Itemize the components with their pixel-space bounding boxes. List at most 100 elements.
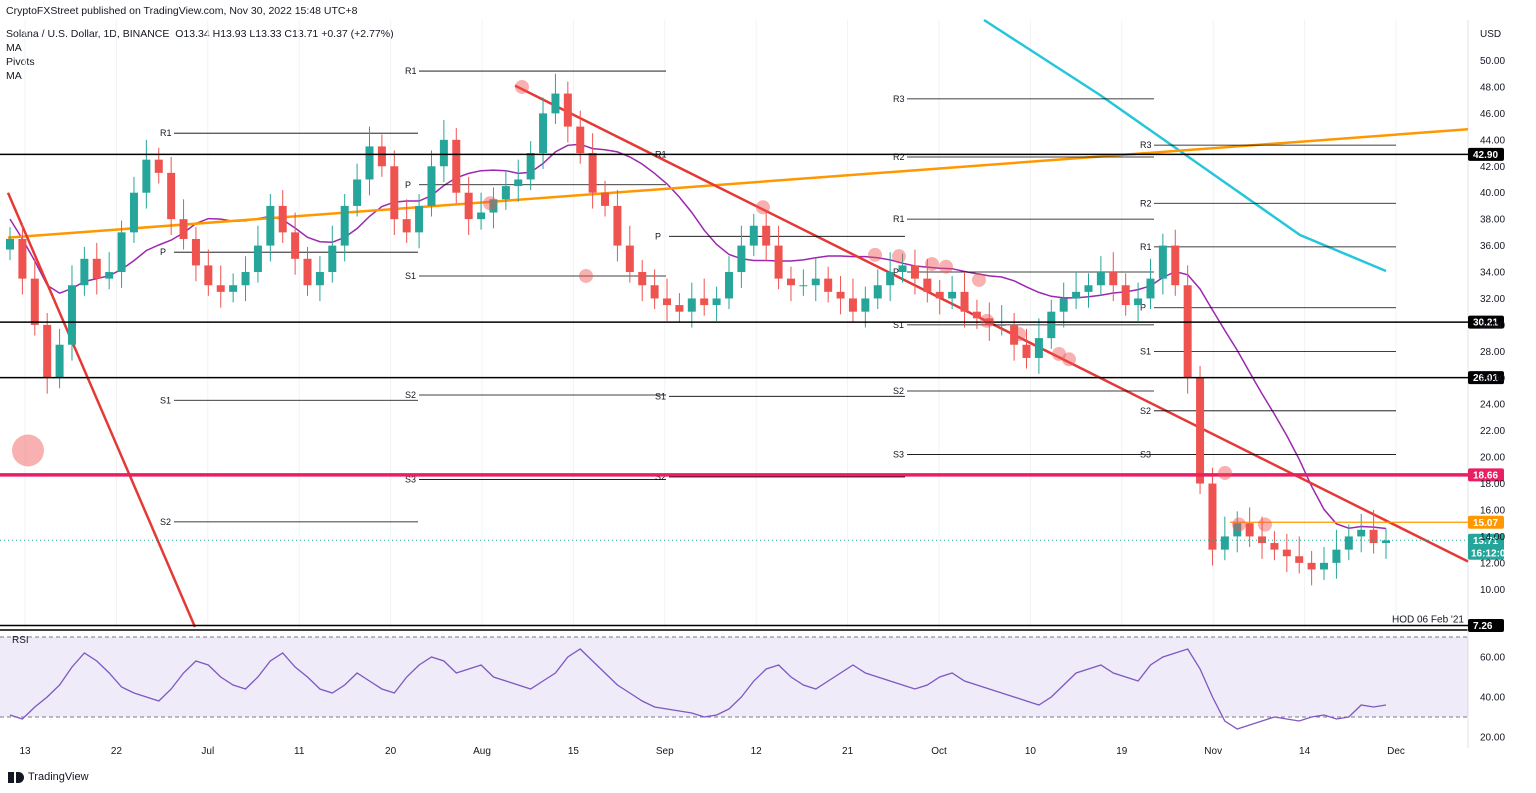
candle-body <box>824 278 833 292</box>
candle-body <box>1270 543 1279 550</box>
candle-body <box>700 298 709 306</box>
pivot-label: S2 <box>1140 406 1151 416</box>
pivot-label: P <box>160 247 166 257</box>
candle-body <box>427 166 436 206</box>
hod-annotation: HOD 06 Feb '21 <box>1392 615 1464 626</box>
candle-body <box>1146 278 1155 299</box>
time-tick-label: 19 <box>1116 746 1128 757</box>
time-tick-label: 22 <box>111 746 123 757</box>
time-tick-label: 15 <box>568 746 580 757</box>
candle-body <box>365 146 374 180</box>
candle-body <box>129 192 138 233</box>
level-tag[interactable] <box>1468 371 1504 385</box>
price-tick-label: 40.00 <box>1480 188 1505 199</box>
pivot-label: R2 <box>1140 198 1152 208</box>
candle-body <box>142 159 151 193</box>
level-tag[interactable] <box>1468 147 1504 161</box>
candle-body <box>972 311 981 319</box>
level-tag[interactable] <box>1468 515 1504 529</box>
time-tick-label: Dec <box>1387 746 1405 757</box>
rsi-line <box>9 648 1387 730</box>
time-tick-label: 20 <box>385 746 397 757</box>
candle-body <box>1171 245 1180 286</box>
candle-body <box>1320 562 1329 570</box>
candle-body <box>923 278 932 292</box>
time-tick-label: Sep <box>656 746 674 757</box>
price-tick-label: 14.00 <box>1480 532 1505 543</box>
candle-body <box>663 298 672 306</box>
symbol-name[interactable]: Solana / U.S. Dollar, 1D, BINANCE <box>6 28 170 40</box>
pivot-label: S1 <box>160 395 171 405</box>
candle-body <box>786 278 795 286</box>
level-tag[interactable] <box>1468 619 1504 633</box>
candle-body <box>1183 285 1192 378</box>
candle-body <box>1109 272 1118 286</box>
candle-body <box>1096 272 1105 286</box>
pivot-label: R1 <box>160 128 172 138</box>
candle-body <box>328 245 337 273</box>
price-tick-label: 34.00 <box>1480 268 1505 279</box>
indicator-ma-2[interactable]: MA <box>6 70 22 82</box>
indicator-ma-1[interactable]: MA <box>6 42 22 54</box>
candle-body <box>489 199 498 213</box>
touch-marker <box>1218 465 1232 480</box>
candle-body <box>625 245 634 273</box>
pivot-label: S3 <box>893 449 904 459</box>
candle-body <box>886 272 895 286</box>
pivot-label: R1 <box>1140 242 1152 252</box>
pivot-label: P <box>405 180 411 190</box>
candle-body <box>774 245 783 279</box>
pivot-label: P <box>893 267 899 277</box>
tradingview-footer[interactable]: TradingView <box>8 771 89 783</box>
level-tag[interactable] <box>1468 533 1504 560</box>
level-tag[interactable] <box>1468 315 1504 329</box>
candle-body <box>910 265 919 279</box>
candle-body <box>464 192 473 220</box>
candle-body <box>191 238 200 266</box>
candle-body <box>650 285 659 299</box>
level-tag[interactable] <box>1468 468 1504 482</box>
pivot-label: S3 <box>1140 449 1151 459</box>
candle-body <box>55 344 64 378</box>
touch-marker <box>980 313 994 328</box>
level-tag-label: 7.26 <box>1473 621 1493 632</box>
pivot-label: R1 <box>405 66 417 76</box>
candle-body <box>724 272 733 299</box>
candle-body <box>253 245 262 273</box>
touch-marker <box>1052 346 1066 361</box>
level-tag-label: 26.01 <box>1473 373 1498 384</box>
candle-body <box>377 146 386 167</box>
candle-body <box>154 159 163 173</box>
candle-body <box>1158 245 1167 279</box>
candle-body <box>1022 344 1031 358</box>
price-tick-label: 44.00 <box>1480 135 1505 146</box>
candle-body <box>1382 540 1390 544</box>
candle-body <box>861 298 870 312</box>
price-tick-label: 32.00 <box>1480 294 1505 305</box>
candle-body <box>67 285 76 345</box>
indicator-pivots[interactable]: Pivots <box>6 56 35 68</box>
candle-body <box>216 285 225 292</box>
candle-body <box>873 285 882 299</box>
candle-body <box>6 238 14 250</box>
candle-body <box>30 278 39 325</box>
candle-body <box>1295 556 1304 563</box>
pivot-label: P <box>655 231 661 241</box>
pivot-label: P <box>1140 303 1146 313</box>
price-tick-label: 24.00 <box>1480 400 1505 411</box>
tradingview-brand: TradingView <box>28 771 89 783</box>
candle-body <box>167 172 176 220</box>
candle-body <box>935 291 944 299</box>
candle-body <box>601 192 610 206</box>
price-tick-label: 28.00 <box>1480 347 1505 358</box>
candle-body <box>687 298 696 312</box>
pivot-label: R2 <box>893 152 905 162</box>
price-tick-label: 42.00 <box>1480 162 1505 173</box>
candle-body <box>1059 298 1068 312</box>
candle-body <box>1121 285 1130 306</box>
candle-body <box>1233 523 1242 537</box>
touch-marker <box>12 434 44 467</box>
candle-body <box>439 139 448 167</box>
candle-body <box>898 265 907 273</box>
